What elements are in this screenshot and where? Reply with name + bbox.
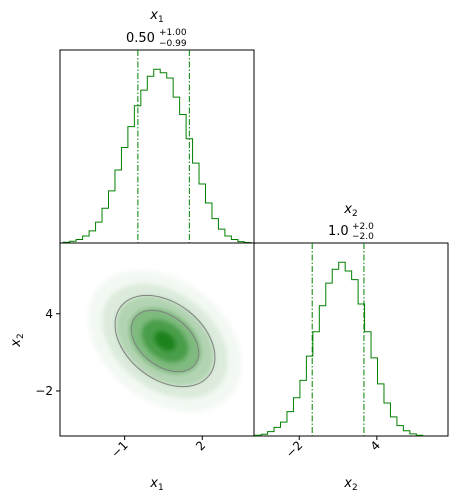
x1-x-ticks: −1 2	[108, 436, 208, 461]
x1-xlabel: x1	[149, 476, 163, 493]
x2-y-tick-label: 4	[45, 307, 53, 321]
x2-tick-label: 4	[368, 438, 383, 453]
x1-title-lower: −0.99	[159, 39, 187, 49]
x2-x-ticks: −2 4	[283, 436, 383, 461]
joint-panel-frame	[59, 242, 255, 437]
x2-marginal-panel: x2 1.0 +2.0 −2.0 −2 4 x2	[253, 202, 449, 493]
x1-title-upper: +1.00	[159, 28, 187, 38]
x2-histogram	[254, 261, 424, 436]
x2-title-value: 1.0	[328, 224, 349, 239]
x1-marginal-panel: x1 0.50 +1.00 −0.99	[59, 8, 255, 244]
x1-panel-frame	[59, 49, 255, 244]
density-fill	[88, 270, 242, 412]
x2-y-ticks: −2 4	[35, 307, 60, 398]
x2-title-lower: −2.0	[352, 232, 374, 242]
x1-tick-label: 2	[193, 438, 208, 453]
x1-histogram	[62, 68, 252, 243]
x1-title-value: 0.50	[126, 31, 155, 46]
x1-title-param: x1	[149, 8, 163, 25]
contour-outer	[114, 294, 216, 388]
x2-panel-frame	[253, 242, 449, 437]
x2-xlabel: x2	[343, 476, 357, 493]
x2-title-param: x2	[343, 202, 357, 219]
density-level-5	[154, 331, 176, 351]
x1-tick-label: −1	[108, 438, 130, 460]
contour-inner	[130, 309, 200, 373]
x2-tick-label: −2	[283, 438, 305, 460]
x2-ylabel: x2	[9, 333, 26, 347]
x2-y-tick-label: −2	[35, 384, 53, 398]
joint-density-panel: −1 2 −2 4 x1 x2	[9, 242, 255, 493]
x2-title-upper: +2.0	[352, 222, 374, 232]
